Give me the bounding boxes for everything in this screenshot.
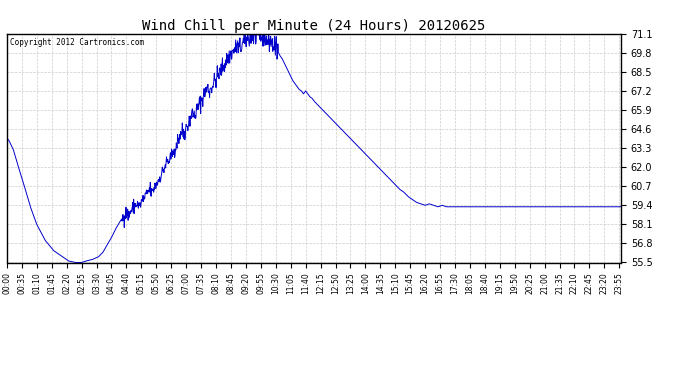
Title: Wind Chill per Minute (24 Hours) 20120625: Wind Chill per Minute (24 Hours) 2012062… — [142, 19, 486, 33]
Text: Copyright 2012 Cartronics.com: Copyright 2012 Cartronics.com — [10, 38, 144, 47]
